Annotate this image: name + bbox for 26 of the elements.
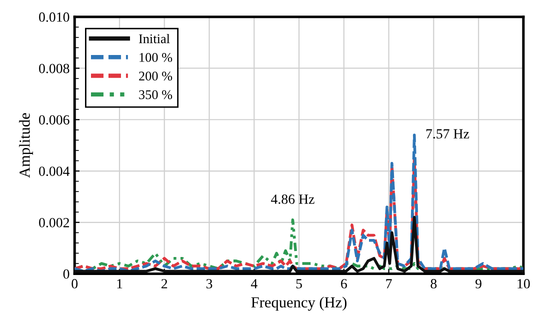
y-tick-label: 0 [63,269,70,279]
y-tick-label: 0.010 [39,12,70,22]
annotation: 4.86 Hz [271,194,314,204]
y-axis-title: Amplitude [19,113,33,178]
x-tick-label: 10 [518,279,530,288]
x-tick-label: 6 [341,279,347,288]
y-tick-label: 0.002 [39,218,69,228]
legend-label: 100 % [140,52,172,62]
legend-label: Initial [138,34,170,44]
y-tick-label: 0.008 [39,64,70,74]
x-tick-label: 1 [117,279,122,288]
y-tick-label: 0.006 [39,115,70,125]
x-tick-label: 3 [206,279,212,288]
x-tick-label: 8 [430,279,437,288]
line-series [74,156,524,270]
x-tick-label: 7 [386,279,392,288]
x-tick-label: 9 [476,279,482,288]
x-tick-label: 4 [250,279,258,288]
legend-label: 350 % [139,90,172,100]
x-tick-label: 2 [162,279,168,288]
legend-label: 200 % [139,72,172,81]
x-axis-title: Frequency (Hz) [251,296,346,311]
x-tick-label: 5 [296,279,302,288]
x-tick-label: 0 [72,279,78,288]
y-tick-label: 0.004 [39,166,70,176]
annotation: 7.57 Hz [426,129,470,139]
